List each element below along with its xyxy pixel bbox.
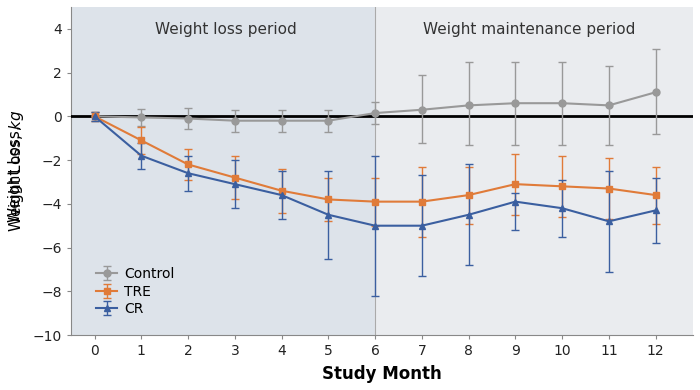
X-axis label: Study Month: Study Month [322,365,442,383]
Bar [71,7,375,335]
Text: Weight maintenance period: Weight maintenance period [424,22,636,37]
Text: Weight Loss,: Weight Loss, [8,120,22,222]
Y-axis label: Weight Loss, $\it{kg}$: Weight Loss, $\it{kg}$ [7,110,26,232]
Legend: Control, TRE, CR: Control, TRE, CR [90,262,180,322]
Text: Weight loss period: Weight loss period [155,22,296,37]
Bar [375,7,693,335]
